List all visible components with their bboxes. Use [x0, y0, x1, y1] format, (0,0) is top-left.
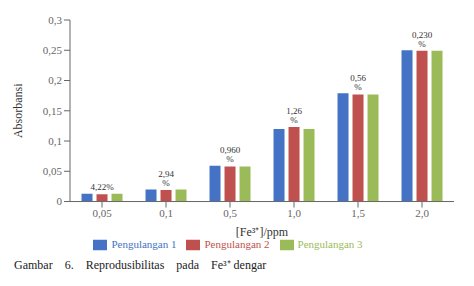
svg-text:0,2: 0,2: [48, 74, 62, 86]
svg-text:0,1: 0,1: [159, 207, 173, 219]
svg-text:0,05: 0,05: [43, 165, 63, 177]
html-text:Gambar 6. Reprodusibilitas pad: Gambar 6. Reprodusibilitas pada Fe³⁺ den…: [14, 258, 267, 272]
svg-text:0,25: 0,25: [43, 44, 63, 56]
svg-text:[Fe³⁺]/ppm: [Fe³⁺]/ppm: [236, 225, 289, 239]
html-text:Pengulangan 2: Pengulangan 2: [204, 237, 270, 250]
svg-text:1,5: 1,5: [351, 207, 365, 219]
svg-text:1,26%: 1,26%: [286, 106, 302, 125]
html-text:Pengulangan 1: Pengulangan 1: [111, 237, 177, 250]
svg-text:0,5: 0,5: [223, 207, 237, 219]
svg-text:0,3: 0,3: [48, 14, 62, 26]
svg-text:1,0: 1,0: [287, 207, 301, 219]
html-text:Pengulangan 3: Pengulangan 3: [297, 237, 363, 250]
svg-text:2,94%: 2,94%: [158, 169, 174, 188]
svg-text:0,05: 0,05: [92, 207, 112, 219]
svg-text:2,0: 2,0: [415, 207, 429, 219]
svg-text:0,1: 0,1: [48, 135, 62, 147]
svg-text:0,960%: 0,960%: [220, 145, 241, 164]
svg-text:0: 0: [57, 195, 63, 207]
svg-text:0,56%: 0,56%: [350, 73, 366, 92]
svg-text:Absorbansi: Absorbansi: [11, 83, 25, 138]
svg-text:0,230%: 0,230%: [412, 30, 433, 49]
svg-text:4,22%: 4,22%: [90, 182, 114, 192]
svg-text:0,15: 0,15: [43, 105, 63, 117]
